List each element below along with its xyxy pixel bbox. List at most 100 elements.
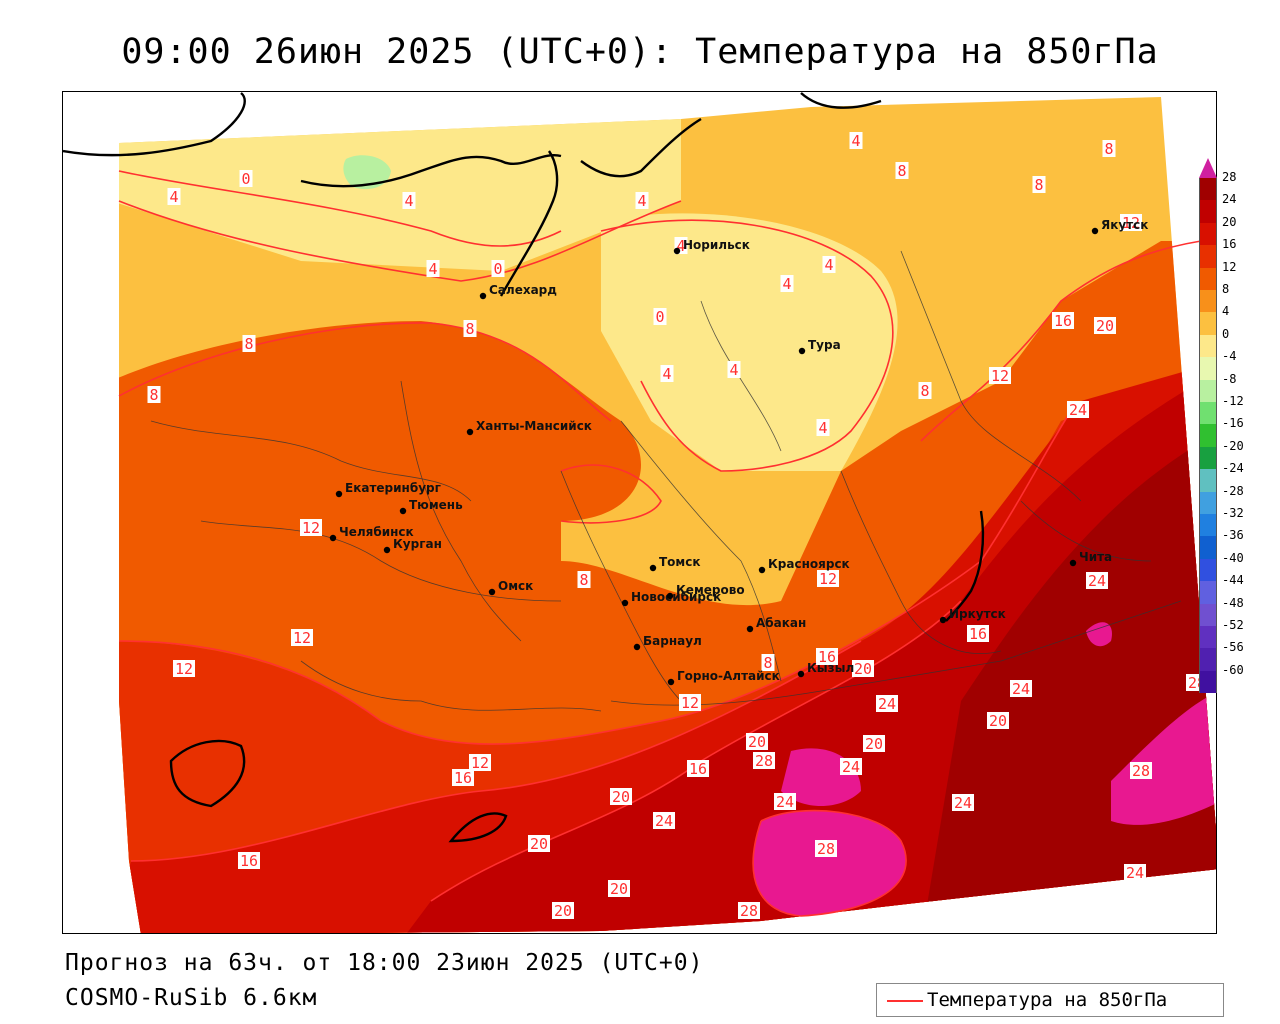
colorbar-tick-label: -32 xyxy=(1222,506,1244,520)
city-dot xyxy=(666,592,674,600)
temperature-map[interactable]: 0 4 4 4 0 4 4 8 8 8 12 4 4 4 0 8 8 16 20 4 4 8 8 12 24 4 12 8 12 24 12… xyxy=(62,91,1217,934)
city-marker[interactable]: Курган xyxy=(383,537,442,554)
contour-label: 20 xyxy=(608,880,630,898)
map-title: 09:00 26июн 2025 (UTC+0): Температура на… xyxy=(121,32,1159,72)
colorbar-tick-label: 20 xyxy=(1222,214,1237,229)
city-dot xyxy=(466,428,474,436)
city-marker[interactable]: Абакан xyxy=(746,616,806,633)
contour-label-text: 12 xyxy=(1122,214,1140,232)
city-dot xyxy=(383,546,391,554)
colorbar-tick-label: -44 xyxy=(1222,573,1244,588)
contour-label: 12 xyxy=(679,694,701,712)
city-name: Якутск xyxy=(1101,218,1148,232)
colorbar-tick-label: -60 xyxy=(1222,662,1244,677)
contour-label: 12 xyxy=(300,519,322,537)
colorbar-tick-label: -20 xyxy=(1222,438,1244,453)
city-marker[interactable]: Салехард xyxy=(479,283,557,300)
city-marker[interactable]: Новосибирск xyxy=(621,590,721,607)
contour-label: 0 xyxy=(239,170,253,188)
city-marker[interactable]: Норильск xyxy=(673,238,750,255)
contour-label: 24 xyxy=(952,794,974,812)
city-marker[interactable]: Челябинск xyxy=(329,525,414,542)
contour-label: 20 xyxy=(610,788,632,806)
legend-line-swatch xyxy=(887,1000,923,1002)
city-marker[interactable]: Тура xyxy=(798,338,841,355)
city-dot xyxy=(667,678,675,686)
contour-label-text: 20 xyxy=(989,712,1007,730)
contour-label-text: 24 xyxy=(1012,680,1030,698)
contour-label-text: 8 xyxy=(897,162,906,180)
contour-label: 24 xyxy=(774,793,796,811)
contour-label-text: 20 xyxy=(1096,317,1114,335)
colorbar-tick-label: -56 xyxy=(1222,640,1244,655)
city-dot xyxy=(335,490,343,498)
contour-label: 12 xyxy=(291,629,313,647)
colorbar-swatch xyxy=(1199,626,1217,649)
city-name: Тура xyxy=(808,338,841,352)
contour-label-text: 8 xyxy=(763,654,772,672)
contour-label-text: 20 xyxy=(610,880,628,898)
city-marker[interactable]: Горно-Алтайск xyxy=(667,669,780,686)
city-marker[interactable]: Ханты-Мансийск xyxy=(466,419,592,436)
colorbar-tick-label: 28 xyxy=(1222,170,1237,184)
contour-label: 24 xyxy=(1010,680,1032,698)
contour-label: 4 xyxy=(780,275,794,293)
city-marker[interactable]: Омск xyxy=(488,579,533,596)
contour-label-text: 4 xyxy=(404,192,413,210)
colorbar-swatch xyxy=(1199,357,1217,380)
city-marker[interactable]: Тюмень xyxy=(399,498,463,515)
contour-label: 4 xyxy=(402,192,416,210)
contour-label-text: 16 xyxy=(240,852,258,870)
contour-label: 20 xyxy=(1094,317,1116,335)
contour-label: 24 xyxy=(653,812,675,830)
city-marker[interactable]: Кемерово xyxy=(666,583,745,600)
temperature-isotherms xyxy=(118,170,1202,917)
contour-label-text: 8 xyxy=(1104,140,1113,158)
contour-label: 28 xyxy=(1130,762,1152,780)
contour-label: 12 xyxy=(1120,214,1142,232)
contour-label: 4 xyxy=(727,361,741,379)
city-marker[interactable]: Иркутск xyxy=(939,607,1006,624)
colorbar-tick-label: 8 xyxy=(1222,282,1230,296)
city-name: Курган xyxy=(393,537,442,551)
contour-label-text: 4 xyxy=(428,260,437,278)
colorbar-tick-label: -4 xyxy=(1222,349,1237,364)
colorbar-swatch xyxy=(1199,267,1217,290)
city-name: Красноярск xyxy=(768,557,850,571)
city-name: Иркутск xyxy=(949,607,1006,621)
contour-label-text: 16 xyxy=(689,760,707,778)
city-dot xyxy=(746,625,754,633)
city-marker[interactable]: Барнаул xyxy=(633,634,702,651)
contour-label: 20 xyxy=(746,733,768,751)
contour-label-text: 16 xyxy=(818,648,836,666)
contour-labels: 0 4 4 4 0 4 4 8 8 8 12 4 4 4 0 8 8 16 20 4 4 8 8 12 24 4 12 8 12 24 12… xyxy=(147,132,1208,920)
contour-label: 12 xyxy=(817,570,839,588)
city-marker[interactable]: Томск xyxy=(649,555,701,572)
city-markers: Якутск Норильск Салехард Тура Ханты-Мансийск… xyxy=(329,218,1149,686)
city-marker[interactable]: Якутск xyxy=(1091,218,1149,235)
contour-label-text: 4 xyxy=(729,361,738,379)
contour-label: 16 xyxy=(687,760,709,778)
city-dot xyxy=(399,507,407,515)
contour-label: 24 xyxy=(840,758,862,776)
admin-borders xyxy=(150,250,1182,712)
contour-label: 16 xyxy=(967,625,989,643)
city-name: Новосибирск xyxy=(631,590,721,604)
contour-label: 16 xyxy=(816,648,838,666)
city-marker[interactable]: Екатеринбург xyxy=(335,481,441,498)
city-dot xyxy=(673,247,681,255)
contour-label: 4 xyxy=(822,256,836,274)
city-marker[interactable]: Чита xyxy=(1069,550,1112,567)
contour-label: 4 xyxy=(816,419,830,437)
colorbar-swatch xyxy=(1199,469,1217,492)
contour-label-text: 12 xyxy=(991,367,1009,385)
city-marker[interactable]: Красноярск xyxy=(758,557,850,574)
city-marker[interactable]: Кызыл xyxy=(797,661,854,678)
colorbar-swatch xyxy=(1199,424,1217,447)
contour-label: 28 xyxy=(738,902,760,920)
contour-label: 4 xyxy=(660,365,674,383)
contour-label: 12 xyxy=(989,367,1011,385)
city-name: Екатеринбург xyxy=(345,481,441,495)
forecast-info: Прогноз на 63ч. от 18:00 23июн 2025 (UTC… xyxy=(65,950,704,976)
contour-label-text: 4 xyxy=(818,419,827,437)
